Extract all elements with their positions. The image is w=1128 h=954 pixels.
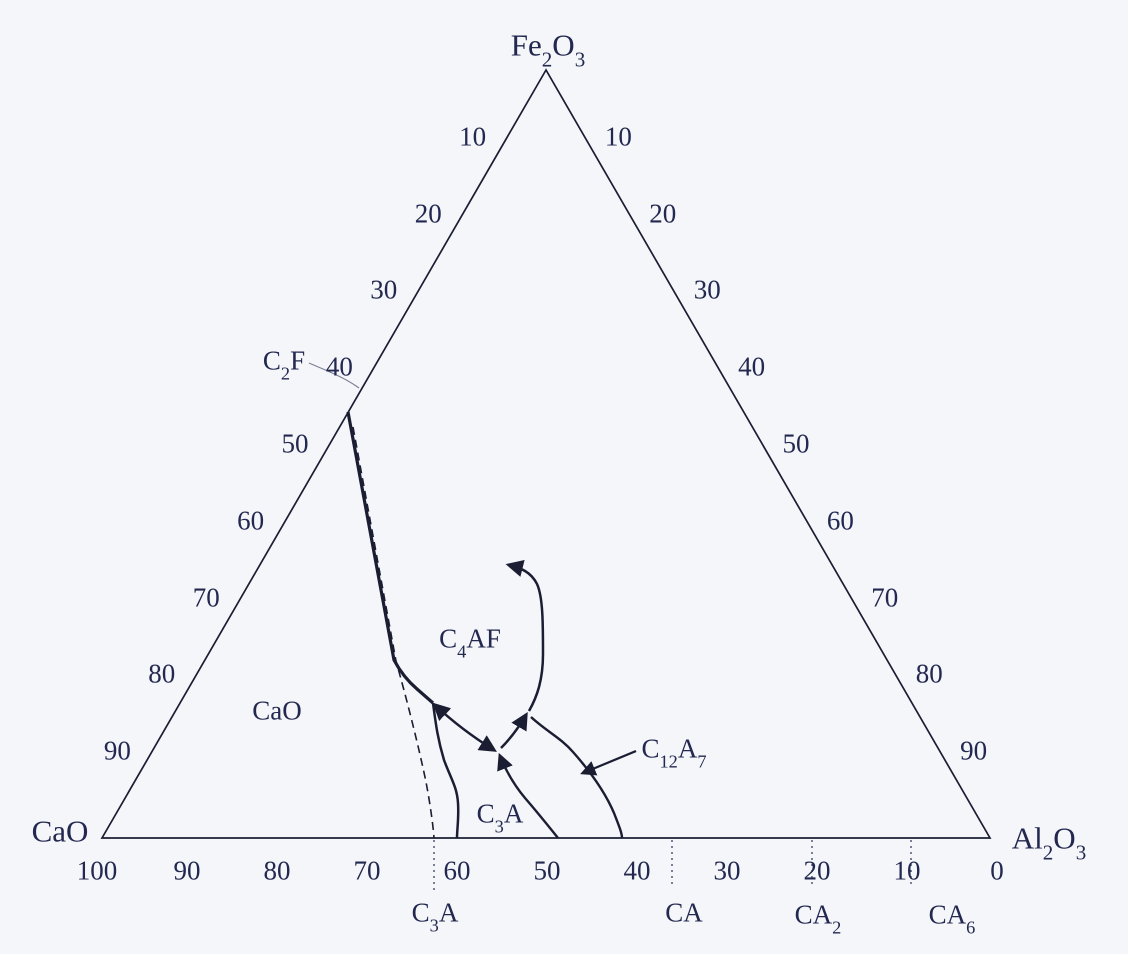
right-tick-40: 40: [738, 351, 766, 382]
left-tick-30: 30: [370, 274, 398, 305]
bottom-tick-40: 40: [623, 855, 651, 886]
bottom-tick-50: 50: [533, 855, 561, 886]
left-tick-40: 40: [325, 351, 353, 382]
vertex-label-fe2o3: Fe2O3: [510, 27, 586, 72]
region-label-c4af: C4AF: [439, 623, 501, 662]
bottom-tick-100: 100: [76, 855, 118, 886]
region-label-cao: CaO: [252, 695, 302, 726]
right-tick-80: 80: [915, 658, 943, 689]
bottom-tick-10: 10: [893, 855, 921, 886]
boundary-c4af-rising: [505, 559, 545, 712]
left-tick-20: 20: [414, 198, 442, 229]
compound-label-ca2-bottom: CA2: [794, 899, 842, 938]
right-tick-90: 90: [960, 735, 988, 766]
compound-label-c3a-bottom: C3A: [411, 897, 459, 936]
region-label-c3a: C3A: [476, 798, 524, 837]
region-label-c12a7: C12A7: [641, 733, 707, 772]
bottom-tick-30: 30: [713, 855, 741, 886]
c12a7-annotation-arrow: [580, 749, 637, 776]
right-tick-50: 50: [782, 428, 810, 459]
bottom-tick-20: 20: [803, 855, 831, 886]
right-tick-30: 30: [693, 274, 721, 305]
right-tick-60: 60: [826, 505, 854, 536]
left-tick-80: 80: [148, 658, 176, 689]
left-tick-90: 90: [103, 735, 131, 766]
boundary-c3a-c12a7: [497, 752, 559, 839]
bottom-tick-60: 60: [443, 855, 471, 886]
left-tick-50: 50: [281, 428, 309, 459]
edge-label-c2f: C2F: [262, 345, 306, 384]
left-tick-60: 60: [237, 505, 265, 536]
compound-label-ca6-bottom: CA6: [928, 899, 976, 938]
vertex-label-al2o3: Al2O3: [1011, 820, 1087, 865]
boundary-c12a7-ca: [530, 716, 624, 839]
boundary-c2f-edge: [346, 411, 435, 705]
bottom-tick-90: 90: [173, 855, 201, 886]
right-tick-20: 20: [649, 198, 677, 229]
boundary-j1-j2: [432, 702, 497, 752]
left-tick-70: 70: [192, 582, 220, 613]
triangle-frame: [100, 68, 992, 839]
boundary-j2-j3: [500, 711, 528, 749]
dashed-extension-curve: [352, 426, 435, 839]
bottom-tick-70: 70: [353, 855, 381, 886]
right-tick-10: 10: [604, 121, 632, 152]
right-tick-70: 70: [871, 582, 899, 613]
c2f-leader-line: [308, 362, 360, 389]
compound-label-ca-bottom: CA: [665, 897, 703, 928]
bottom-tick-0: 0: [990, 855, 1004, 886]
bottom-tick-80: 80: [263, 855, 291, 886]
vertex-label-cao: CaO: [31, 813, 89, 849]
left-tick-10: 10: [459, 121, 487, 152]
